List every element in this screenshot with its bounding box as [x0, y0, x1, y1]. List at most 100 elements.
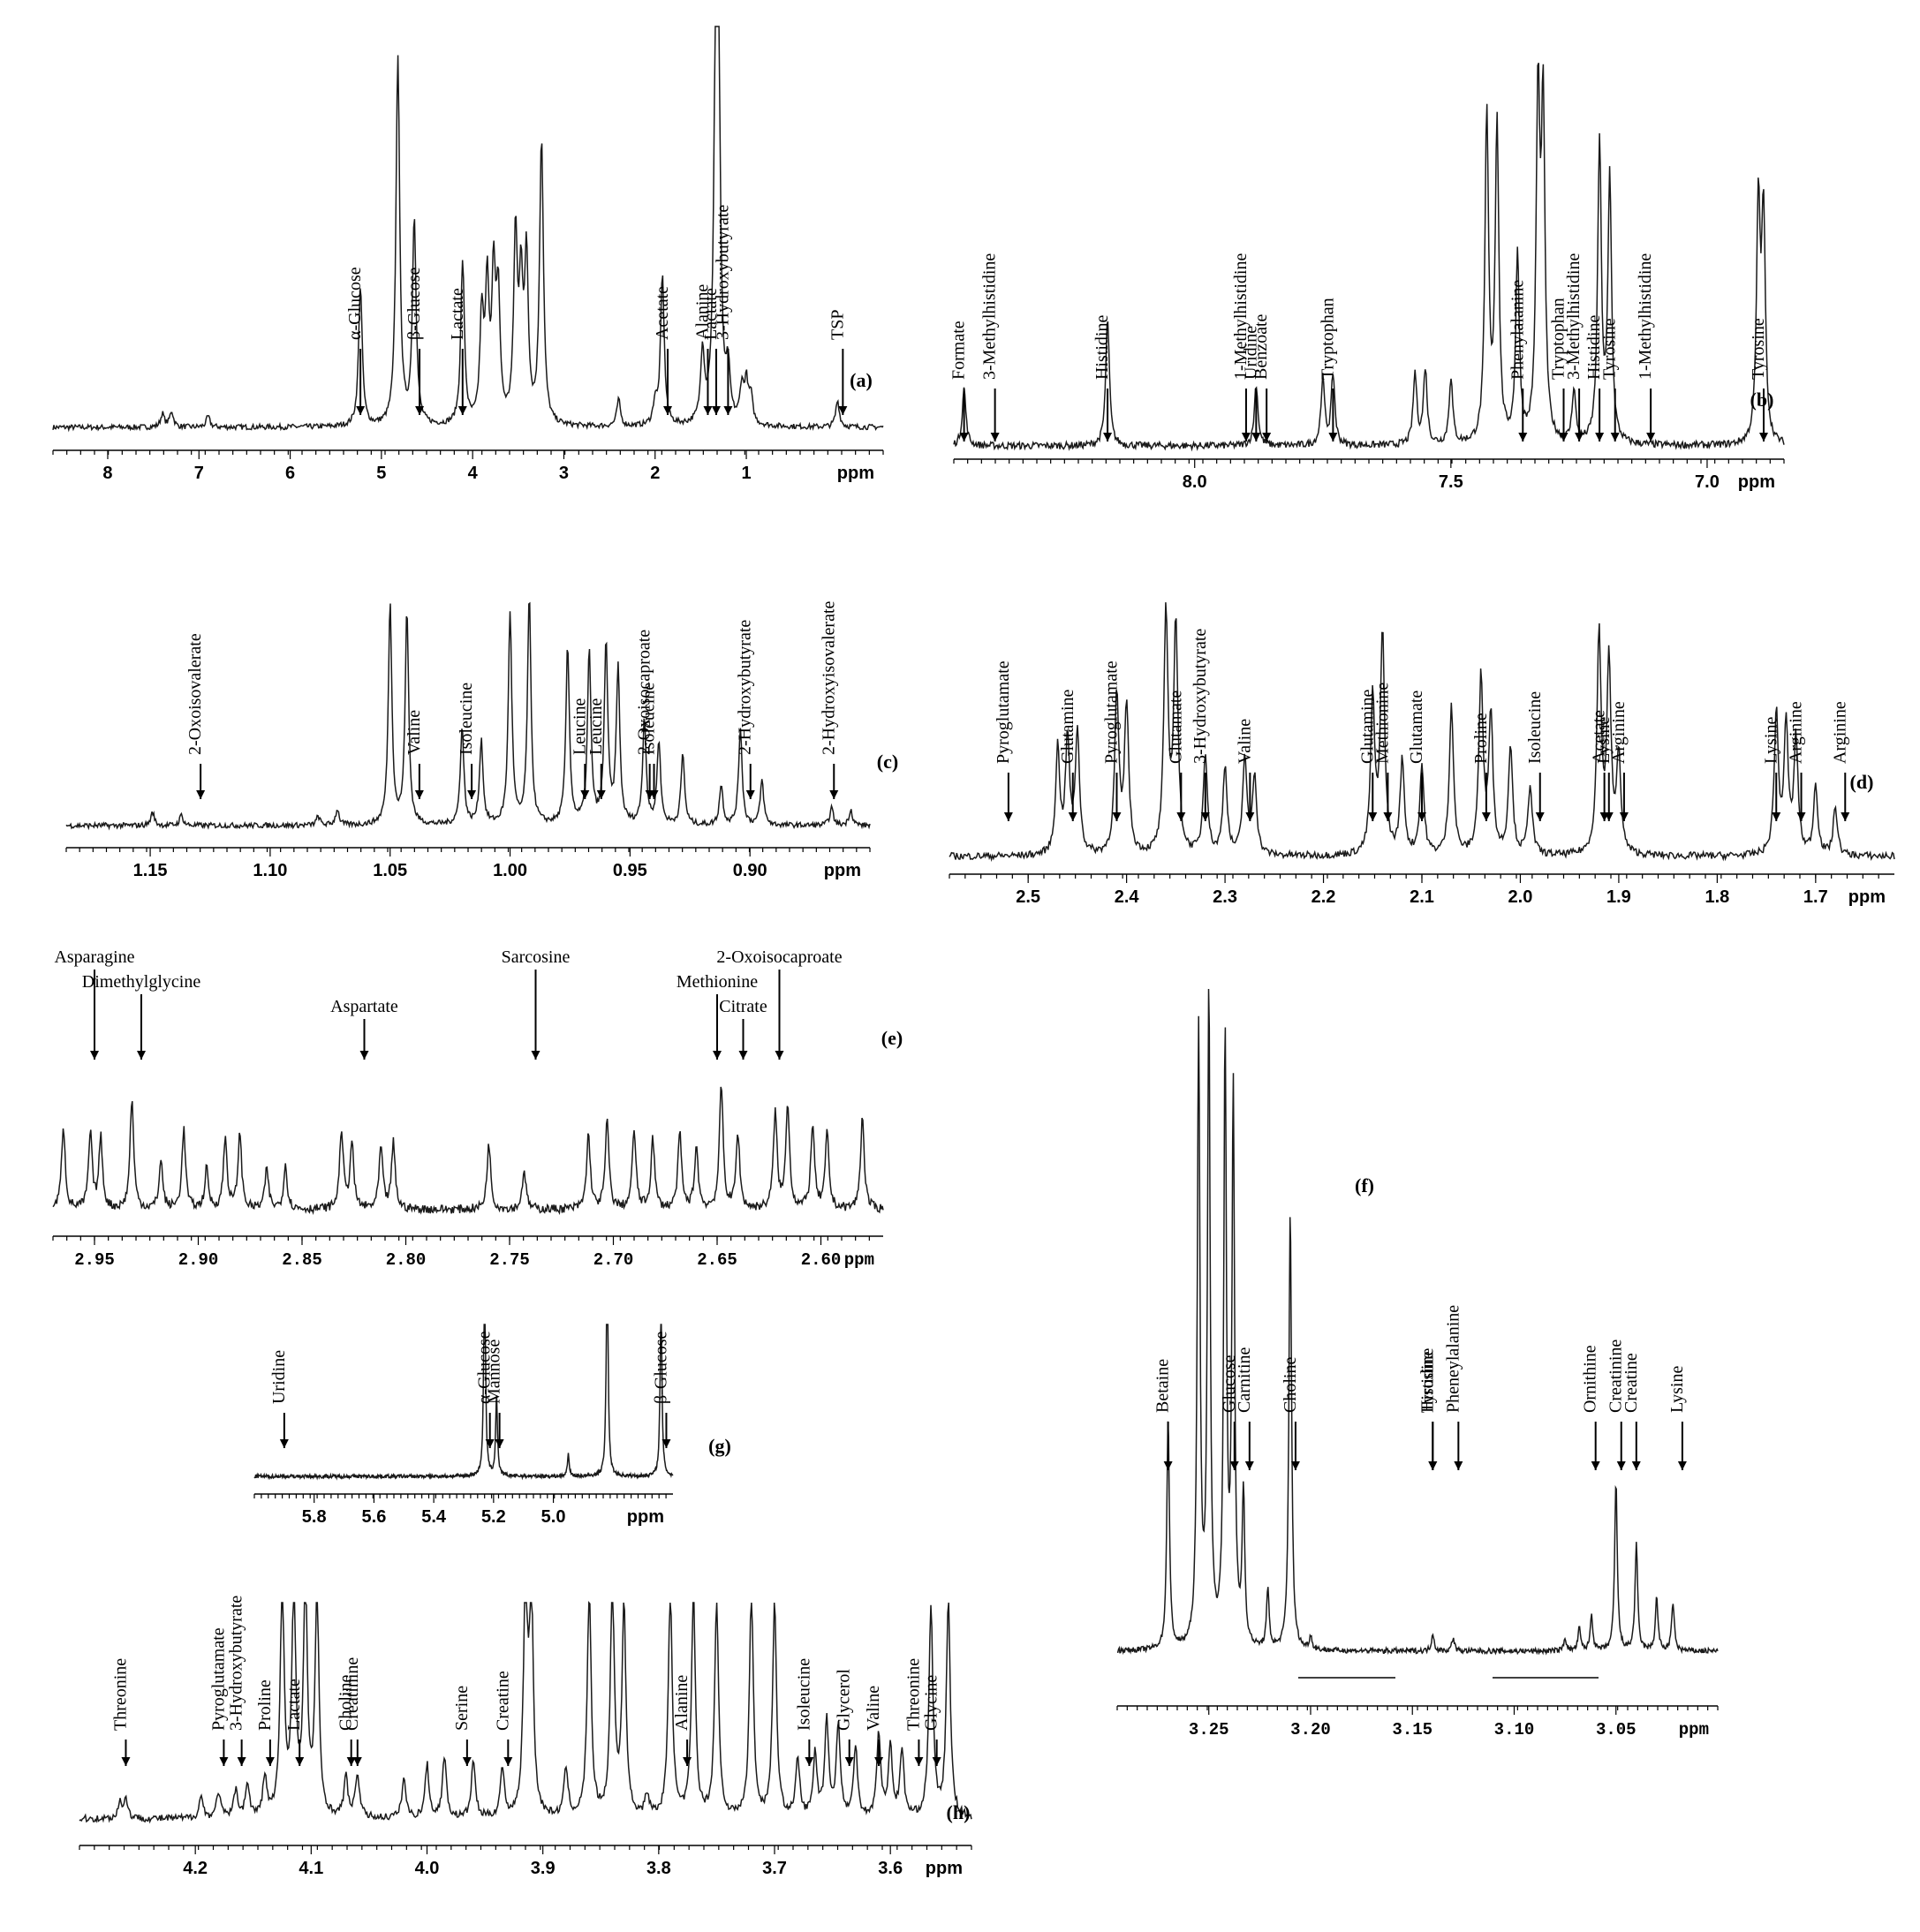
- tick-label: 5.6: [362, 1507, 387, 1527]
- spectrum-trace-b: [953, 63, 1785, 452]
- annotation: Proline: [1471, 713, 1491, 821]
- axis-unit-label: ppm: [1848, 887, 1886, 907]
- tick-label: 8: [102, 464, 112, 483]
- arrow-head: [1796, 812, 1806, 821]
- annotation-label: Isoleucine: [1525, 691, 1545, 764]
- arrow-head: [1604, 812, 1614, 821]
- arrow-head: [932, 1757, 941, 1766]
- annotation: Methionine: [1372, 683, 1393, 821]
- annotation-label: Glutamine: [1357, 689, 1377, 764]
- annotation-label: Leucine: [570, 698, 589, 755]
- annotation-label: 2-Hydroxybutyrate: [736, 620, 755, 755]
- arrow-head: [1575, 433, 1584, 441]
- spectrum-trace-h: [79, 1601, 972, 1824]
- annotation: Creatine: [493, 1671, 513, 1766]
- arrow-head: [1103, 433, 1113, 441]
- annotation-label: Pyroglutamate: [208, 1627, 228, 1731]
- arrow-head: [356, 406, 366, 415]
- arrow-head: [1841, 812, 1850, 821]
- annotation-label: Uridine: [269, 1350, 289, 1404]
- arrow-head: [531, 1051, 540, 1060]
- arrow-head: [462, 1757, 472, 1766]
- axis-unit-label: ppm: [1738, 472, 1775, 492]
- arrow-head: [1003, 812, 1013, 821]
- tick-label: 2.1: [1410, 887, 1434, 907]
- tick-label: 2: [650, 464, 660, 483]
- annotation-label: Ornithine: [1581, 1345, 1600, 1413]
- annotation-label: Proline: [255, 1679, 275, 1731]
- spectrum-trace-f: [1117, 988, 1719, 1656]
- annotation-label: Threonine: [903, 1658, 923, 1731]
- arrow-head: [1251, 433, 1261, 441]
- arrow-head: [352, 1757, 362, 1766]
- arrow-head: [838, 406, 848, 415]
- tick-label: 2.60: [801, 1250, 842, 1270]
- panel-label: (f): [1355, 1174, 1374, 1196]
- annotation-label: 2-Oxoisocaproate: [716, 947, 842, 967]
- annotation: Phenylalanine: [1508, 280, 1528, 441]
- annotation: Isoleucine: [1525, 691, 1545, 821]
- arrow-head: [485, 1439, 495, 1448]
- annotation: Tyrosine: [1749, 318, 1768, 441]
- arrow-head: [414, 790, 424, 799]
- annotation-label: Lactate: [284, 1679, 304, 1731]
- tick-label: 4.1: [299, 1859, 323, 1878]
- annotation: Glucose: [1220, 1355, 1239, 1470]
- annotation: 2-Hydroxyisovalerate: [819, 600, 839, 799]
- tick-label: 5: [376, 464, 386, 483]
- arrow-head: [580, 790, 590, 799]
- tick-label: 7.0: [1695, 472, 1720, 492]
- annotation: Aspartate: [330, 997, 398, 1060]
- arrow-head: [1559, 433, 1569, 441]
- annotation: Alanine: [672, 1675, 692, 1766]
- annotation: Pheneylalanine: [1443, 1305, 1463, 1470]
- annotation: Serine: [452, 1686, 472, 1766]
- arrow-head: [959, 433, 969, 441]
- annotation: 2-Oxoisocaproate: [635, 630, 654, 799]
- annotation: 3-Hydroxybutyrate: [1191, 629, 1210, 821]
- annotation: Methionine: [677, 972, 758, 1060]
- annotation: Lysine: [1667, 1366, 1687, 1470]
- arrow-head: [1591, 1461, 1600, 1470]
- arrow-head: [1646, 433, 1656, 441]
- annotation-label: 3-Methylhistidine: [980, 253, 1000, 380]
- tick-label: 4.2: [183, 1859, 208, 1878]
- arrow-head: [745, 790, 755, 799]
- annotation-label: Methionine: [677, 972, 758, 992]
- axis-unit-label: ppm: [926, 1859, 963, 1878]
- tick-label: 1.10: [253, 861, 287, 880]
- annotation-label: 3-Methylhistidine: [1564, 253, 1584, 380]
- annotation-label: Histidine: [1584, 315, 1604, 380]
- arrow-head: [914, 1757, 924, 1766]
- annotation-label: Glycine: [922, 1675, 941, 1731]
- annotation-label: Carnitine: [1235, 1347, 1254, 1413]
- annotation: Lactate: [448, 288, 467, 415]
- arrow-head: [1112, 812, 1122, 821]
- annotation: Tyrosine: [1600, 318, 1620, 441]
- annotation: Alanine: [692, 284, 713, 415]
- annotation: Dimethylglycine: [82, 972, 200, 1060]
- arrow-head: [1328, 433, 1338, 441]
- arrow-head: [775, 1051, 784, 1060]
- annotation: Glutamate: [1407, 691, 1426, 821]
- annotation: Threonine: [110, 1658, 131, 1766]
- annotation: Histidine: [1584, 315, 1605, 441]
- tick-label: 3.15: [1392, 1720, 1432, 1740]
- tick-label: 2.0: [1508, 887, 1533, 907]
- arrow-head: [805, 1757, 814, 1766]
- annotation-label: Phenylalanine: [1508, 280, 1527, 380]
- annotation: 1-Methylhistidine: [1636, 253, 1656, 441]
- tick-label: 1.15: [133, 861, 168, 880]
- arrow-head: [1068, 812, 1077, 821]
- annotation: β-Glucose: [404, 268, 425, 415]
- annotation-label: Pyroglutamate: [1101, 660, 1121, 764]
- arrow-head: [1368, 812, 1378, 821]
- arrow-head: [121, 1757, 131, 1766]
- arrow-head: [495, 1439, 504, 1448]
- arrow-head: [1200, 812, 1210, 821]
- annotation: Ornithine: [1581, 1345, 1600, 1470]
- arrow-head: [711, 406, 721, 415]
- annotation-label: β-Glucose: [404, 268, 424, 340]
- panel-label: (e): [881, 1027, 903, 1049]
